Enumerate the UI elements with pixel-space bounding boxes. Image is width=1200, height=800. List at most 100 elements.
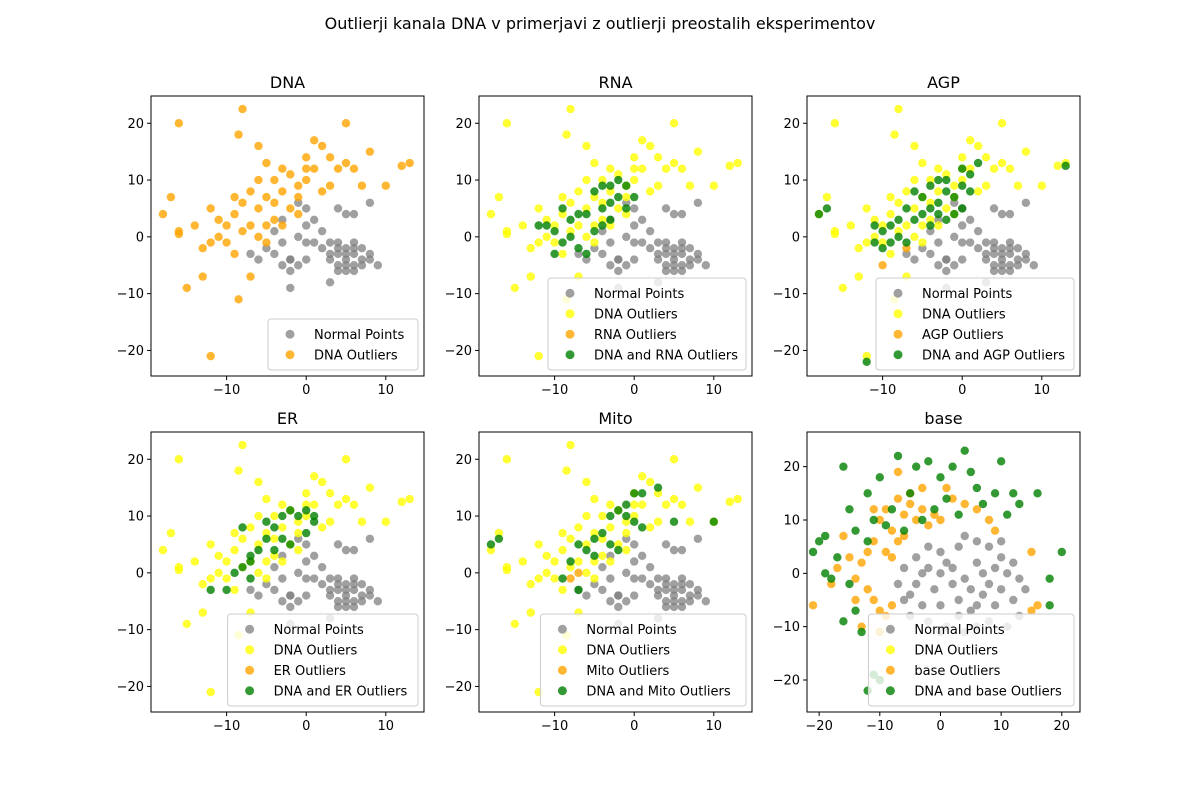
data-point [230,528,239,538]
data-point [158,545,168,555]
y-tick-label: 0 [136,230,144,245]
data-point [857,558,866,567]
data-point [558,249,567,259]
data-point [286,283,295,293]
data-point [494,192,504,202]
data-point [222,574,231,583]
data-point [1021,255,1031,264]
data-point [198,244,207,253]
data-point [645,226,655,236]
data-point [912,515,921,525]
legend-label: Normal Points [922,287,1012,302]
data-point [302,528,311,538]
points-layer [808,446,1067,695]
data-point [1045,601,1054,610]
y-tick-label: 0 [136,566,144,581]
data-point [881,505,891,514]
data-point [630,517,639,526]
data-point [373,597,383,606]
data-point [966,606,975,615]
data-point [190,557,199,566]
data-point [365,255,375,264]
data-point [1013,244,1023,253]
data-point [653,585,663,595]
points-layer [158,440,414,697]
legend-label: DNA Outliers [914,643,998,658]
data-point [912,553,921,562]
data-point [997,158,1007,168]
data-point [270,545,279,555]
series-1 [486,440,742,697]
axes-frame [150,95,425,377]
data-point [206,585,215,595]
data-point [518,221,527,230]
data-point [1009,489,1018,498]
data-point [972,537,982,546]
data-point [661,164,671,173]
data-point [701,597,711,606]
data-point [950,232,959,242]
data-point [630,164,639,173]
data-point [637,215,647,225]
legend-marker [893,329,903,339]
data-point [542,568,551,578]
data-point [230,192,239,202]
data-point [582,568,591,578]
legend-marker [885,686,895,696]
subplot-er: ER −10 0 10 −20 −10 0 10 20 Normal Points DNA Outl… [117,409,425,734]
data-point [174,565,184,575]
data-point [973,244,983,253]
data-point [918,569,927,578]
data-point [910,215,919,225]
data-point [958,255,967,264]
data-point [590,494,599,504]
y-tick-label: −20 [445,344,472,359]
data-point [822,204,832,213]
data-point [934,221,943,230]
data-point [846,221,855,230]
data-point [886,209,895,219]
x-tick-label: 0 [302,719,310,734]
data-point [230,545,239,555]
data-point [733,158,742,168]
data-point [942,483,951,493]
data-point [1021,198,1031,207]
data-point [997,209,1007,219]
data-point [278,164,287,173]
data-point [614,602,623,612]
data-point [981,153,991,162]
data-point [942,255,951,264]
series-2 [566,568,583,583]
data-point [645,477,655,487]
data-point [606,181,615,190]
data-point [958,221,967,230]
data-point [606,540,615,549]
data-point [886,221,895,230]
x-tick-label: −10 [541,383,568,398]
data-point [341,249,351,259]
data-point [262,192,271,202]
data-point [534,204,543,213]
data-point [278,523,287,532]
data-point [606,557,615,566]
data-point [881,547,891,557]
data-point [910,175,919,185]
data-point [234,466,243,475]
data-point [574,568,583,578]
data-point [630,574,639,583]
data-point [302,204,311,213]
data-point [653,153,663,162]
data-point [677,238,687,247]
x-tick-label: 10 [1034,383,1051,398]
data-point [948,494,957,503]
data-point [590,226,599,236]
data-point [942,494,951,503]
data-point [534,221,543,230]
data-point [863,537,872,546]
data-point [254,591,263,600]
data-point [278,534,287,543]
data-point [1027,547,1036,557]
data-point [981,249,991,259]
data-point [997,249,1007,259]
data-point [317,562,327,572]
